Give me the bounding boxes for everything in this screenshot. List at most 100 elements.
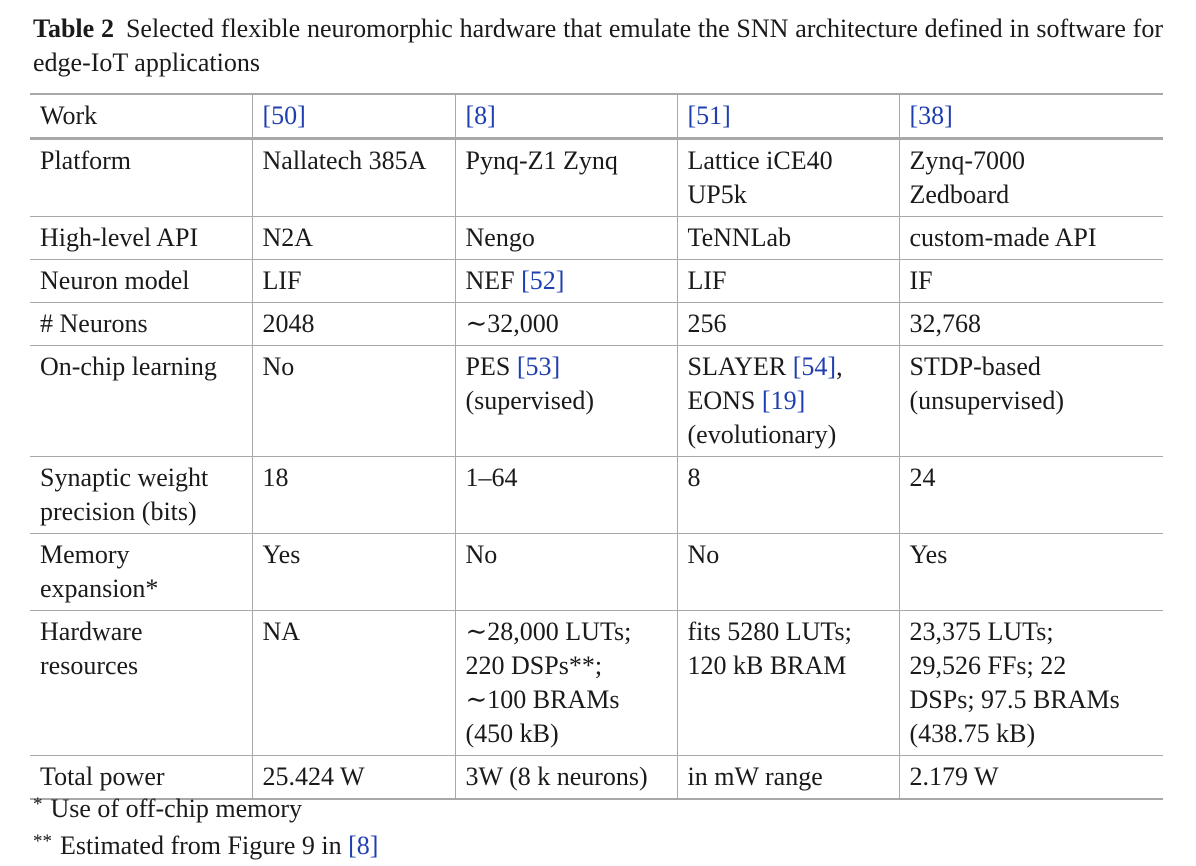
cell-line: Yes	[263, 538, 447, 572]
table-cell: SLAYER [54], EONS [19] (evolutionary)	[676, 345, 899, 457]
citation-link[interactable]: [38]	[909, 101, 953, 130]
table-cell: Pynq-Z1 Zynq	[454, 138, 677, 217]
footnote-mark: **	[33, 831, 52, 852]
table-cell: custom-made API	[898, 216, 1163, 260]
cell-text: Zedboard	[909, 180, 1010, 209]
cell-line: (450 kB)	[466, 717, 669, 751]
citation-link[interactable]: [19]	[761, 386, 806, 415]
row-label: On-chip learning	[30, 345, 252, 457]
cell-text: 2048	[262, 309, 315, 338]
table-cell: No	[676, 533, 899, 611]
table-row: # Neurons 2048 ∼32,000 256 32,768	[30, 302, 1163, 346]
cell-line: No	[688, 538, 891, 572]
table-cell: Yes	[898, 533, 1163, 611]
header-ref-8: [8]	[454, 93, 677, 140]
cell-line: No	[263, 350, 447, 384]
cell-line: No	[466, 538, 669, 572]
footnote-2: ** Estimated from Figure 9 in [8]	[33, 825, 378, 862]
cell-text: PES	[465, 352, 517, 381]
footnotes: * Use of off-chip memory ** Estimated from…	[33, 788, 378, 862]
table-cell: 24	[898, 456, 1163, 534]
row-label-line: # Neurons	[40, 309, 148, 338]
cell-text: DSPs; 97.5 BRAMs	[909, 685, 1120, 714]
table-cell: No	[454, 533, 677, 611]
cell-text: (supervised)	[465, 386, 595, 415]
citation-link[interactable]: [50]	[262, 101, 306, 130]
caption-text: Selected flexible neuromorphic hardware …	[33, 14, 1163, 77]
citation-link[interactable]: [51]	[687, 101, 731, 130]
header-ref-38: [38]	[898, 93, 1163, 140]
row-label-line: Platform	[40, 146, 131, 175]
table-cell: Zynq-7000 Zedboard	[898, 138, 1163, 217]
row-label-line: High-level API	[40, 223, 199, 252]
citation-link[interactable]: [53]	[516, 352, 561, 381]
table-row: High-level API N2A Nengo TeNNLab custom-made…	[30, 216, 1163, 260]
cell-text: 256	[687, 309, 727, 338]
row-label: Memory expansion*	[30, 533, 252, 611]
cell-text: 3W (8 k neurons)	[465, 762, 648, 791]
cell-text: custom-made API	[909, 223, 1097, 252]
cell-text: Lattice iCE40	[687, 146, 833, 175]
cell-line: (evolutionary)	[688, 418, 891, 452]
cell-line: 32,768	[910, 307, 1156, 341]
row-label: High-level API	[30, 216, 252, 260]
table-row: Hardware resources NA ∼28,000 LUTs; 220 DSPs…	[30, 610, 1163, 756]
caption-label: Table 2	[33, 14, 114, 43]
cell-line: fits 5280 LUTs;	[688, 615, 891, 649]
row-label: # Neurons	[30, 302, 252, 346]
header-work-label: Work	[30, 93, 252, 140]
citation-link[interactable]: [54]	[792, 352, 837, 381]
table-cell: fits 5280 LUTs; 120 kB BRAM	[676, 610, 899, 756]
cell-text: UP5k	[687, 180, 747, 209]
cell-text: ∼100 BRAMs	[465, 685, 620, 714]
cell-line: 120 kB BRAM	[688, 649, 891, 683]
cell-text: Yes	[909, 540, 948, 569]
cell-text: 24	[909, 463, 936, 492]
cell-text: (450 kB)	[465, 719, 559, 748]
cell-text: 25.424 W	[262, 762, 365, 791]
cell-line: Lattice iCE40	[688, 144, 891, 178]
citation-link[interactable]: [8]	[465, 101, 496, 130]
row-label-line: Hardware	[40, 617, 143, 646]
cell-line: LIF	[688, 264, 891, 298]
cell-text: TeNNLab	[687, 223, 792, 252]
citation-link[interactable]: [8]	[348, 831, 379, 860]
table-cell: STDP-based (unsupervised)	[898, 345, 1163, 457]
cell-line: in mW range	[688, 760, 891, 794]
hardware-table: Work [50] [8] [51] [38] Platform Nallatec…	[30, 93, 1163, 800]
cell-line: ∼32,000	[466, 307, 669, 341]
cell-line: (438.75 kB)	[910, 717, 1156, 751]
cell-line: 8	[688, 461, 891, 495]
table-caption: Table 2 Selected flexible neuromorphic ha…	[33, 12, 1163, 80]
cell-line: 23,375 LUTs;	[910, 615, 1156, 649]
table-cell: Nengo	[454, 216, 677, 260]
cell-line: SLAYER [54],	[688, 350, 891, 384]
cell-text: 23,375 LUTs;	[909, 617, 1054, 646]
cell-text: NA	[262, 617, 301, 646]
table-cell: Yes	[251, 533, 455, 611]
row-label-line: Synaptic weight	[40, 463, 209, 492]
cell-line: (supervised)	[466, 384, 669, 418]
footnote-text: Estimated from Figure 9 in	[60, 831, 349, 860]
table-cell: ∼32,000	[454, 302, 677, 346]
cell-line: PES [53]	[466, 350, 669, 384]
cell-text: Yes	[262, 540, 301, 569]
table-cell: 2.179 W	[898, 755, 1163, 800]
footnote-mark: *	[33, 794, 43, 815]
cell-text: 18	[262, 463, 289, 492]
cell-line: Zedboard	[910, 178, 1156, 212]
cell-text: 220 DSPs**;	[465, 651, 603, 680]
row-label-line: resources	[40, 651, 139, 680]
table-cell: N2A	[251, 216, 455, 260]
cell-line: 25.424 W	[263, 760, 447, 794]
citation-link[interactable]: [52]	[521, 266, 565, 295]
table-cell: 256	[676, 302, 899, 346]
table-cell: PES [53] (supervised)	[454, 345, 677, 457]
table-cell: ∼28,000 LUTs; 220 DSPs**; ∼100 BRAMs (450 k…	[454, 610, 677, 756]
table-row: Synaptic weight precision (bits) 18 1–64 8 24	[30, 456, 1163, 534]
table-cell: 23,375 LUTs; 29,526 FFs; 22 DSPs; 97.5 BRA…	[898, 610, 1163, 756]
cell-line: ∼28,000 LUTs;	[466, 615, 669, 649]
header-ref-51: [51]	[676, 93, 899, 140]
cell-line: (unsupervised)	[910, 384, 1156, 418]
